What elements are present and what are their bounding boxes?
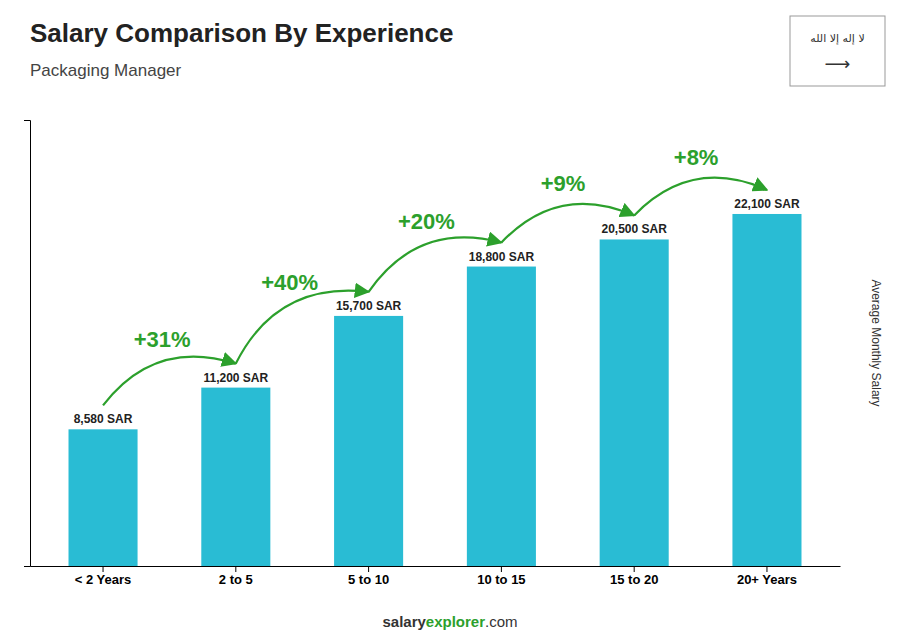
growth-label: +9% [541, 171, 586, 196]
growth-arc [369, 237, 502, 291]
x-tick: 20+ Years [737, 566, 797, 587]
growth-arc [236, 291, 369, 364]
growth-label: +20% [398, 209, 455, 234]
data-label: 18,800 SAR [469, 250, 535, 264]
x-tick-mark [368, 566, 369, 572]
x-tick-label: 20+ Years [737, 572, 797, 587]
x-tick-mark [235, 566, 236, 572]
x-tick-mark [766, 566, 767, 572]
x-tick: 2 to 5 [219, 566, 253, 587]
y-axis [24, 121, 31, 567]
x-tick-label: < 2 Years [75, 572, 132, 587]
growth-arc [501, 204, 634, 243]
footer-part: salary [382, 613, 426, 630]
footer: salaryexplorer.com [382, 613, 517, 630]
x-tick-label: 5 to 10 [348, 572, 389, 587]
subtitle: Packaging Manager [30, 61, 182, 80]
data-label: 8,580 SAR [74, 412, 133, 426]
x-tick: 15 to 20 [610, 566, 658, 587]
x-tick: 5 to 10 [348, 566, 389, 587]
data-label: 20,500 SAR [601, 222, 667, 236]
x-axis: < 2 Years 2 to 5 5 to 10 10 to 15 15 to 20 20… [31, 566, 841, 587]
bar [334, 316, 403, 566]
footer-part: explorer [426, 613, 485, 630]
growth-arc [634, 178, 767, 216]
bar [201, 388, 270, 566]
bars [69, 214, 802, 566]
x-tick: 10 to 15 [477, 566, 525, 587]
chart: Salary Comparison By Experience Packaging… [0, 0, 900, 641]
bar [69, 429, 138, 566]
x-axis-line [31, 566, 841, 567]
bar [467, 267, 536, 566]
x-tick-mark [634, 566, 635, 572]
data-label: 15,700 SAR [336, 299, 402, 313]
title: Salary Comparison By Experience [30, 18, 453, 48]
growth-label: +8% [674, 145, 719, 170]
growth-arc [103, 357, 236, 406]
flag-text: ⟶ [825, 53, 851, 74]
x-tick-label: 10 to 15 [477, 572, 525, 587]
flag: لا إله إلا الله ⟶ [790, 16, 885, 86]
bar [732, 214, 801, 566]
data-label: 22,100 SAR [734, 197, 800, 211]
x-tick-label: 15 to 20 [610, 572, 658, 587]
flag-text: لا إله إلا الله [810, 32, 864, 45]
y-axis-line [24, 121, 31, 567]
data-label: 11,200 SAR [203, 371, 268, 385]
footer-part: .com [485, 613, 518, 630]
x-tick-mark [103, 566, 104, 572]
growth-annotations: +31% +40% +20% +9% +8% [103, 145, 767, 405]
x-tick-label: 2 to 5 [219, 572, 253, 587]
flag-box [790, 16, 885, 86]
growth-label: +40% [261, 270, 318, 295]
x-tick-mark [501, 566, 502, 572]
bar [600, 239, 669, 566]
y-axis-title: Average Monthly Salary [869, 279, 883, 406]
growth-label: +31% [134, 327, 191, 352]
x-tick: < 2 Years [75, 566, 132, 587]
